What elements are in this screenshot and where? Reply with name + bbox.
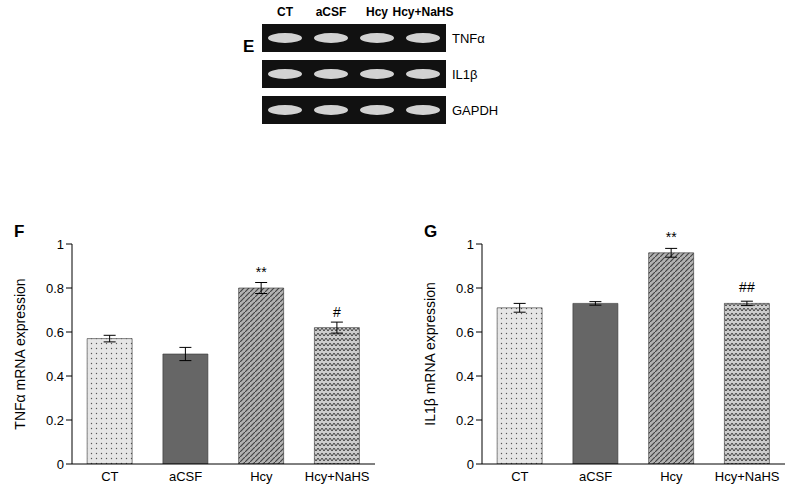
svg-text:0.2: 0.2 (456, 413, 474, 428)
svg-text:Hcy+NaHS: Hcy+NaHS (715, 469, 780, 484)
svg-text:Hcy+NaHS: Hcy+NaHS (392, 5, 453, 19)
svg-text:GAPDH: GAPDH (452, 103, 498, 118)
svg-text:aCSF: aCSF (169, 469, 202, 484)
svg-text:Hcy: Hcy (660, 469, 683, 484)
html-text:F: F (14, 222, 25, 241)
svg-text:**: ** (666, 229, 677, 245)
html-text:G: G (424, 222, 438, 241)
svg-text:0.6: 0.6 (456, 325, 474, 340)
svg-text:CT: CT (511, 469, 528, 484)
svg-text:Hcy: Hcy (366, 5, 388, 19)
svg-text:0.8: 0.8 (46, 281, 64, 296)
svg-text:#: # (333, 304, 341, 320)
svg-text:1: 1 (57, 237, 64, 252)
svg-text:aCSF: aCSF (316, 5, 347, 19)
svg-text:0.8: 0.8 (456, 281, 474, 296)
svg-text:CT: CT (101, 469, 118, 484)
svg-text:0.6: 0.6 (46, 325, 64, 340)
svg-text:**: ** (256, 264, 267, 280)
svg-text:CT: CT (277, 5, 294, 19)
svg-text:IL1β: IL1β (452, 67, 478, 82)
svg-text:0: 0 (57, 457, 64, 472)
svg-text:aCSF: aCSF (579, 469, 612, 484)
svg-text:0: 0 (467, 457, 474, 472)
svg-text:IL1β mRNA expression: IL1β mRNA expression (422, 282, 438, 425)
svg-text:TNFα: TNFα (452, 31, 485, 46)
svg-text:Hcy+NaHS: Hcy+NaHS (305, 469, 370, 484)
svg-text:0.2: 0.2 (46, 413, 64, 428)
svg-text:0.4: 0.4 (46, 369, 64, 384)
svg-text:E: E (243, 37, 254, 56)
svg-text:TNFα mRNA expression: TNFα mRNA expression (12, 278, 28, 429)
svg-text:Hcy: Hcy (250, 469, 273, 484)
svg-text:1: 1 (467, 237, 474, 252)
svg-text:##: ## (739, 279, 755, 295)
svg-text:0.4: 0.4 (456, 369, 474, 384)
